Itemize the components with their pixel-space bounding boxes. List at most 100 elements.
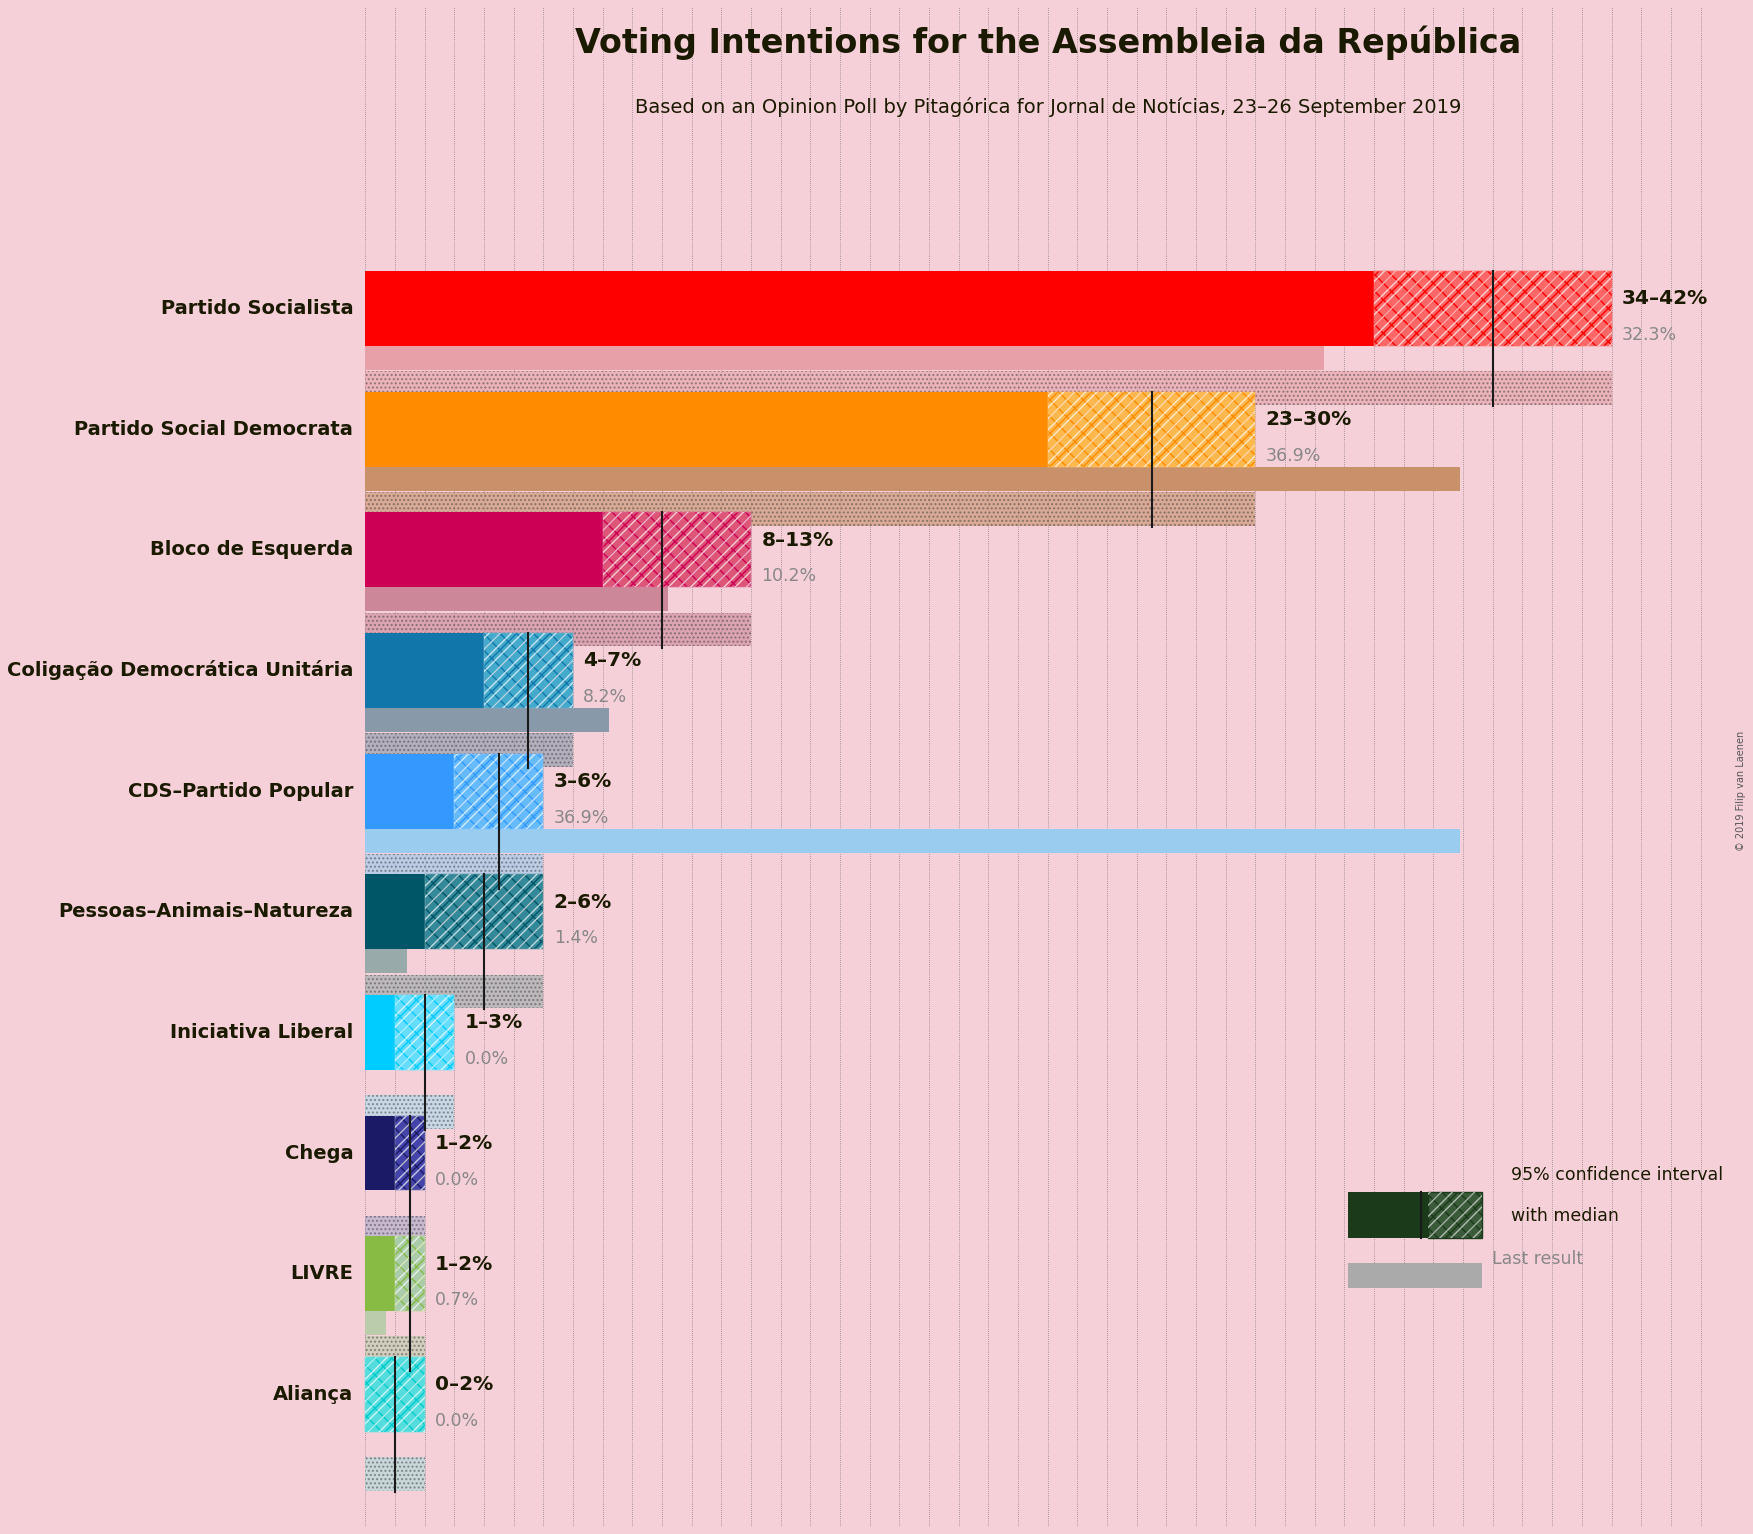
Bar — [603, 512, 750, 588]
Text: 8–13%: 8–13% — [761, 531, 834, 549]
Bar — [394, 1236, 424, 1312]
Bar — [365, 1358, 424, 1431]
Bar — [365, 753, 454, 828]
Bar — [365, 1457, 424, 1491]
Bar — [424, 874, 543, 950]
Bar — [365, 492, 1255, 526]
Bar — [1048, 391, 1255, 466]
Bar — [365, 371, 1611, 405]
Bar — [1374, 272, 1611, 347]
Text: 0.0%: 0.0% — [465, 1049, 508, 1068]
Bar — [365, 1095, 454, 1129]
Text: 23–30%: 23–30% — [1266, 410, 1352, 430]
Bar — [365, 371, 1611, 405]
Text: 1–2%: 1–2% — [435, 1134, 493, 1154]
Bar — [365, 828, 1460, 853]
Bar — [1429, 1192, 1481, 1238]
Bar — [484, 634, 573, 707]
Bar — [365, 733, 573, 767]
Text: 34–42%: 34–42% — [1622, 290, 1707, 308]
Bar — [365, 272, 1374, 347]
Bar — [454, 753, 543, 828]
Bar — [424, 874, 543, 950]
Bar — [365, 707, 608, 732]
Bar — [365, 347, 1324, 370]
Text: 36.9%: 36.9% — [554, 808, 608, 827]
Text: LIVRE: LIVRE — [291, 1264, 354, 1284]
Bar — [365, 512, 603, 588]
Bar — [365, 1336, 424, 1370]
Bar — [1374, 272, 1611, 347]
Bar — [365, 733, 573, 767]
Bar — [365, 612, 750, 646]
Text: Aliança: Aliança — [273, 1385, 354, 1404]
Bar — [394, 1115, 424, 1190]
Text: 1.4%: 1.4% — [554, 930, 598, 948]
Bar — [365, 1236, 394, 1312]
Bar — [365, 1095, 454, 1129]
Bar — [454, 753, 543, 828]
Bar — [394, 996, 454, 1069]
Text: 32.3%: 32.3% — [1622, 327, 1678, 344]
Bar — [603, 512, 750, 588]
Bar — [365, 996, 394, 1069]
Bar — [365, 1358, 424, 1431]
Text: © 2019 Filip van Laenen: © 2019 Filip van Laenen — [1735, 732, 1746, 851]
Bar — [1048, 391, 1255, 466]
Bar — [365, 1216, 424, 1250]
Text: Based on an Opinion Poll by Pitagórica for Jornal de Notícias, 23–26 September 2: Based on an Opinion Poll by Pitagórica f… — [635, 98, 1460, 118]
Bar — [365, 950, 407, 973]
Bar — [365, 1358, 424, 1431]
Text: 0.0%: 0.0% — [435, 1170, 479, 1189]
Bar — [394, 996, 454, 1069]
Bar — [1048, 391, 1255, 466]
Text: Partido Social Democrata: Partido Social Democrata — [74, 420, 354, 439]
Bar — [484, 634, 573, 707]
Bar — [603, 512, 750, 588]
Text: 8.2%: 8.2% — [584, 689, 628, 706]
Text: 4–7%: 4–7% — [584, 652, 642, 670]
Bar — [394, 1236, 424, 1312]
Text: with median: with median — [1511, 1207, 1620, 1224]
Bar — [454, 753, 543, 828]
Text: Bloco de Esquerda: Bloco de Esquerda — [151, 540, 354, 560]
Bar — [1374, 272, 1611, 347]
Bar — [365, 612, 750, 646]
Bar — [1348, 1262, 1481, 1289]
Text: 10.2%: 10.2% — [761, 568, 817, 586]
Text: Chega: Chega — [284, 1143, 354, 1163]
Bar — [365, 1312, 386, 1335]
Text: Pessoas–Animais–Natureza: Pessoas–Animais–Natureza — [58, 902, 354, 922]
Bar — [365, 1115, 394, 1190]
Bar — [365, 634, 484, 707]
Bar — [1429, 1192, 1481, 1238]
Bar — [365, 1457, 424, 1491]
Bar — [394, 1236, 424, 1312]
Bar — [394, 1115, 424, 1190]
Text: 1–2%: 1–2% — [435, 1255, 493, 1273]
Bar — [394, 996, 454, 1069]
Text: 95% confidence interval: 95% confidence interval — [1511, 1166, 1723, 1184]
Bar — [365, 854, 543, 888]
Bar — [365, 1216, 424, 1250]
Bar — [365, 492, 1255, 526]
Bar — [365, 874, 424, 950]
Text: 36.9%: 36.9% — [1266, 446, 1322, 465]
Bar — [365, 974, 543, 1008]
Text: Partido Socialista: Partido Socialista — [161, 299, 354, 318]
Bar — [365, 391, 1048, 466]
Text: Voting Intentions for the Assembleia da República: Voting Intentions for the Assembleia da … — [575, 25, 1522, 60]
Text: Iniciativa Liberal: Iniciativa Liberal — [170, 1023, 354, 1042]
Text: Last result: Last result — [1492, 1250, 1583, 1269]
Text: 2–6%: 2–6% — [554, 893, 612, 911]
Text: 3–6%: 3–6% — [554, 772, 612, 792]
Bar — [365, 588, 668, 612]
Bar — [365, 466, 1460, 491]
Bar — [365, 974, 543, 1008]
Bar — [1348, 1192, 1429, 1238]
Text: 0–2%: 0–2% — [435, 1374, 493, 1394]
Text: 0.7%: 0.7% — [435, 1292, 479, 1309]
Text: CDS–Partido Popular: CDS–Partido Popular — [128, 782, 354, 801]
Bar — [484, 634, 573, 707]
Text: Coligação Democrática Unitária: Coligação Democrática Unitária — [7, 661, 354, 681]
